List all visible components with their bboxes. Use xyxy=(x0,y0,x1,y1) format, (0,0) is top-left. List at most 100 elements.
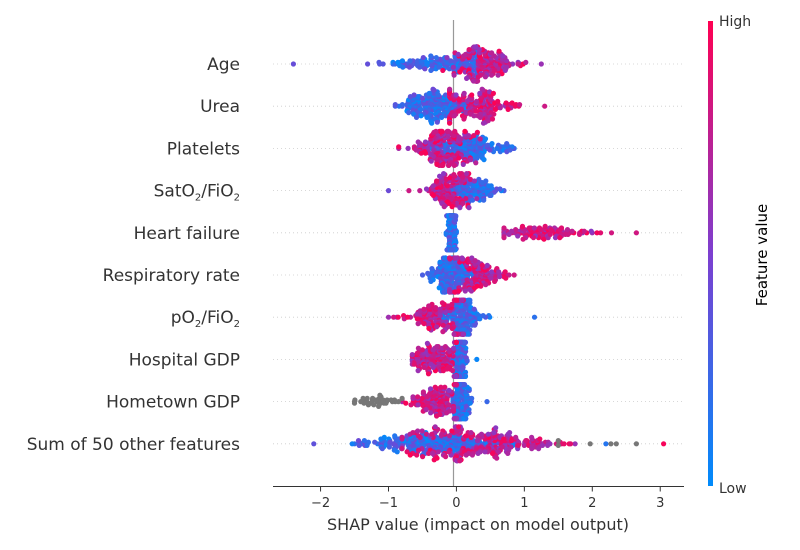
shap-point xyxy=(547,441,553,447)
shap-point xyxy=(433,128,439,134)
shap-point xyxy=(477,136,483,142)
shap-point xyxy=(364,442,370,448)
shap-point xyxy=(415,447,422,453)
shap-point xyxy=(403,400,409,406)
shap-point xyxy=(376,59,382,65)
x-tick-label: 2 xyxy=(588,496,596,511)
shap-point xyxy=(428,53,434,59)
shap-point xyxy=(598,230,604,236)
shap-point xyxy=(391,314,397,320)
shap-point xyxy=(392,102,398,108)
shap-point xyxy=(409,352,415,358)
shap-point xyxy=(454,297,460,303)
shap-point xyxy=(405,145,411,151)
shap-point xyxy=(434,161,440,167)
shap-point xyxy=(290,61,296,67)
shap-point xyxy=(445,128,451,134)
shap-point xyxy=(507,147,513,153)
shap-point xyxy=(564,227,571,233)
shap-point xyxy=(520,236,526,242)
shap-point xyxy=(365,402,371,408)
shap-point xyxy=(469,92,475,98)
shap-point xyxy=(555,438,561,444)
shap-point xyxy=(523,59,529,65)
feature-label: Platelets xyxy=(167,139,240,159)
x-tick-label: −1 xyxy=(379,496,398,511)
shap-point xyxy=(447,289,453,295)
shap-point xyxy=(490,90,496,96)
shap-point xyxy=(515,61,521,67)
shap-point xyxy=(608,441,614,447)
shap-point xyxy=(471,133,477,139)
shap-point xyxy=(461,339,467,345)
shap-point xyxy=(415,433,422,439)
feature-row-guides xyxy=(273,63,684,445)
shap-point xyxy=(608,230,615,236)
shap-point xyxy=(460,416,466,422)
shap-point xyxy=(437,259,443,265)
shap-points xyxy=(290,44,667,464)
shap-point xyxy=(453,255,459,261)
shap-point xyxy=(496,48,502,54)
shap-point xyxy=(438,384,444,390)
shap-point xyxy=(461,382,468,388)
shap-point xyxy=(442,344,448,350)
shap-point xyxy=(447,175,453,181)
shap-point xyxy=(457,458,463,464)
shap-point xyxy=(480,120,487,126)
shap-point xyxy=(434,269,440,275)
shap-point xyxy=(457,171,463,177)
shap-point xyxy=(432,384,438,390)
shap-point xyxy=(531,314,538,320)
shap-point xyxy=(501,225,507,231)
shap-point xyxy=(497,186,503,192)
shap-point xyxy=(462,288,468,294)
shap-point xyxy=(461,90,467,96)
shap-point xyxy=(515,442,521,448)
feature-label: Respiratory rate xyxy=(103,266,240,286)
colorbar-low-label: Low xyxy=(719,481,747,497)
shap-point xyxy=(538,61,544,67)
shap-point xyxy=(547,231,553,237)
feature-label: Urea xyxy=(200,97,240,117)
shap-point xyxy=(443,454,449,460)
shap-point xyxy=(379,446,385,452)
shap-point xyxy=(529,446,535,452)
shap-point xyxy=(440,67,446,73)
shap-point xyxy=(404,449,410,455)
shap-point xyxy=(444,366,450,372)
shap-point xyxy=(422,66,428,72)
shap-point xyxy=(421,321,427,327)
shap-point xyxy=(423,186,430,192)
shap-point xyxy=(494,455,500,461)
shap-point xyxy=(517,102,523,108)
shap-point xyxy=(441,204,447,210)
shap-point xyxy=(481,197,487,203)
shap-point xyxy=(376,403,382,409)
shap-point xyxy=(365,61,371,67)
shap-point xyxy=(415,428,421,434)
shap-point xyxy=(453,92,459,98)
shap-point xyxy=(429,120,435,126)
shap-point xyxy=(444,410,450,416)
shap-point xyxy=(413,147,419,153)
shap-point xyxy=(459,255,465,261)
colorbar: High Low Feature value xyxy=(708,14,771,497)
shap-point xyxy=(448,213,455,219)
shap-point xyxy=(468,430,474,436)
shap-point xyxy=(594,230,600,236)
shap-point xyxy=(464,75,470,81)
shap-point xyxy=(435,92,441,98)
x-tick-label: 0 xyxy=(452,496,460,511)
shap-point xyxy=(493,425,499,431)
shap-point xyxy=(394,449,400,455)
shap-point xyxy=(423,407,429,413)
shap-point xyxy=(505,450,511,456)
shap-point xyxy=(425,371,432,377)
shap-point xyxy=(387,439,393,445)
feature-label: Hometown GDP xyxy=(106,393,240,413)
x-tick-label: −2 xyxy=(311,496,330,511)
shap-point xyxy=(422,150,429,156)
shap-point xyxy=(415,368,421,374)
shap-point xyxy=(392,433,398,439)
